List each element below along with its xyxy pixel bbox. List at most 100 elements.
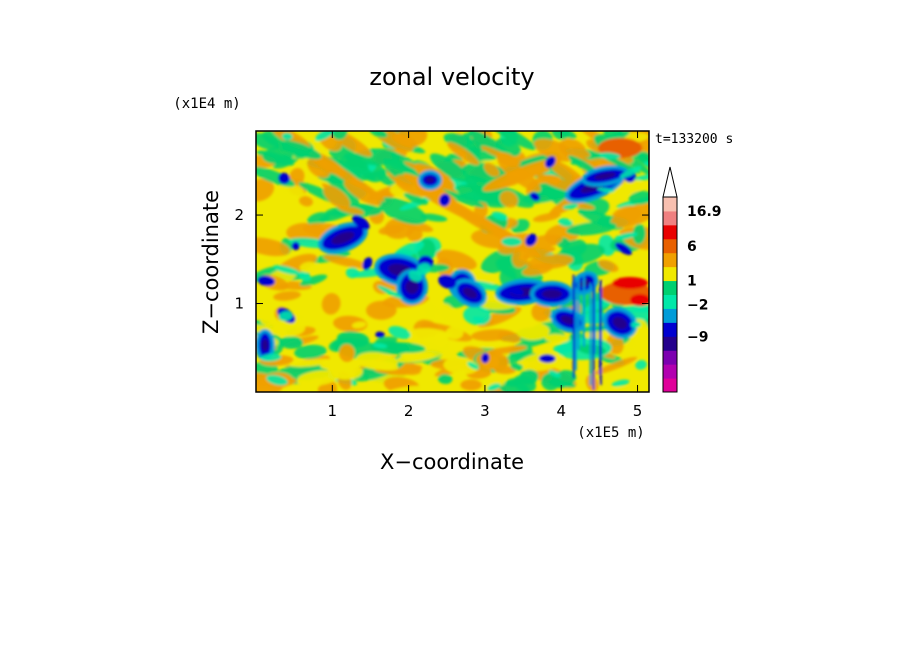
field-patch bbox=[266, 374, 288, 386]
field-patch bbox=[597, 187, 615, 193]
y-tick-label: 2 bbox=[234, 206, 244, 224]
field-patch bbox=[523, 246, 556, 259]
field-patch bbox=[614, 232, 638, 240]
x-unit-label: (x1E5 m) bbox=[577, 425, 644, 441]
field-patch bbox=[345, 267, 359, 279]
field-patch bbox=[315, 131, 335, 141]
field-patch bbox=[256, 266, 278, 284]
field-patch bbox=[375, 331, 385, 338]
field-patch bbox=[299, 274, 328, 287]
field-patch bbox=[553, 344, 575, 354]
field-patch bbox=[366, 300, 397, 320]
field-patch bbox=[620, 166, 642, 179]
field-patch bbox=[632, 223, 646, 245]
field-patch bbox=[336, 331, 370, 348]
field-patch bbox=[630, 294, 649, 306]
colorbar-label: −2 bbox=[687, 297, 708, 313]
field-patch bbox=[560, 315, 576, 325]
colorbar-swatch bbox=[663, 210, 677, 226]
field-streak bbox=[592, 284, 595, 391]
field-patch bbox=[294, 344, 327, 359]
field-patch bbox=[462, 287, 478, 299]
field-patch bbox=[570, 146, 591, 158]
field-patch bbox=[542, 289, 562, 299]
field-patch bbox=[529, 192, 540, 201]
field-patch bbox=[562, 203, 579, 210]
field-patch bbox=[519, 369, 539, 385]
field-patch bbox=[273, 291, 301, 301]
field-patch bbox=[331, 131, 348, 140]
chart-title: zonal velocity bbox=[369, 63, 534, 91]
field-patch bbox=[628, 190, 649, 205]
colorbar-swatch bbox=[663, 294, 677, 309]
field-streak bbox=[593, 283, 596, 354]
field-patch bbox=[260, 353, 282, 362]
field-patch bbox=[273, 319, 306, 337]
field-patch bbox=[289, 358, 335, 367]
field-patch bbox=[256, 178, 275, 202]
colorbar-swatch bbox=[663, 280, 677, 295]
field-patch bbox=[481, 247, 521, 274]
field-patch bbox=[321, 293, 341, 315]
velocity-field bbox=[256, 131, 649, 392]
x-tick-label: 2 bbox=[404, 402, 414, 420]
field-patch bbox=[635, 360, 647, 370]
y-axis-ticks: 12 bbox=[234, 206, 649, 313]
field-patch bbox=[279, 336, 304, 349]
field-patch bbox=[280, 183, 305, 199]
field-patch bbox=[278, 172, 290, 185]
field-patch bbox=[408, 270, 422, 282]
field-patch bbox=[594, 172, 616, 180]
field-patch bbox=[447, 141, 480, 166]
field-patch bbox=[479, 341, 515, 348]
field-patch bbox=[256, 381, 283, 392]
field-patch bbox=[339, 344, 355, 362]
colorbar-label: 16.9 bbox=[687, 204, 722, 220]
colorbar-swatch bbox=[663, 350, 677, 365]
field-patch bbox=[501, 237, 522, 247]
field-patch bbox=[512, 336, 555, 349]
field-patch bbox=[460, 379, 482, 391]
field-patch bbox=[612, 277, 648, 289]
field-patch bbox=[616, 304, 649, 312]
field-patch bbox=[486, 345, 528, 355]
colorbar-label: 6 bbox=[687, 239, 697, 255]
colorbar: 16.9 6 1 −2 −9 bbox=[662, 166, 722, 393]
field-patch bbox=[291, 241, 300, 251]
field-patch bbox=[463, 305, 491, 326]
field-patch bbox=[548, 370, 561, 378]
x-tick-label: 4 bbox=[556, 402, 566, 420]
field-patch bbox=[634, 174, 649, 181]
field-streak bbox=[583, 274, 586, 347]
field-patch bbox=[344, 153, 369, 170]
field-patch bbox=[598, 152, 621, 160]
field-patch bbox=[544, 334, 570, 343]
field-patch bbox=[351, 321, 367, 329]
field-patch bbox=[420, 213, 448, 222]
field-patch bbox=[483, 162, 500, 177]
field-patch bbox=[299, 261, 319, 273]
field-patch bbox=[323, 185, 351, 210]
y-axis-label: Z−coordinate bbox=[199, 190, 223, 334]
field-patch bbox=[505, 378, 523, 387]
field-patch bbox=[406, 227, 423, 242]
field-patch bbox=[365, 360, 399, 371]
field-patch bbox=[467, 361, 479, 370]
field-patch bbox=[615, 242, 633, 255]
x-tick-label: 3 bbox=[480, 402, 490, 420]
field-patch bbox=[438, 274, 457, 289]
field-patch bbox=[422, 300, 439, 322]
colorbar-swatch bbox=[663, 252, 677, 268]
field-patch bbox=[438, 374, 453, 385]
colorbar-swatch bbox=[663, 308, 677, 323]
field-patch bbox=[598, 259, 619, 272]
field-patch bbox=[491, 211, 508, 221]
field-patch bbox=[405, 280, 419, 294]
field-patch bbox=[566, 221, 617, 236]
field-patch bbox=[490, 131, 537, 150]
field-patch bbox=[388, 325, 411, 340]
field-patch bbox=[299, 196, 313, 207]
field-patch bbox=[558, 218, 573, 227]
field-patch bbox=[256, 237, 291, 257]
